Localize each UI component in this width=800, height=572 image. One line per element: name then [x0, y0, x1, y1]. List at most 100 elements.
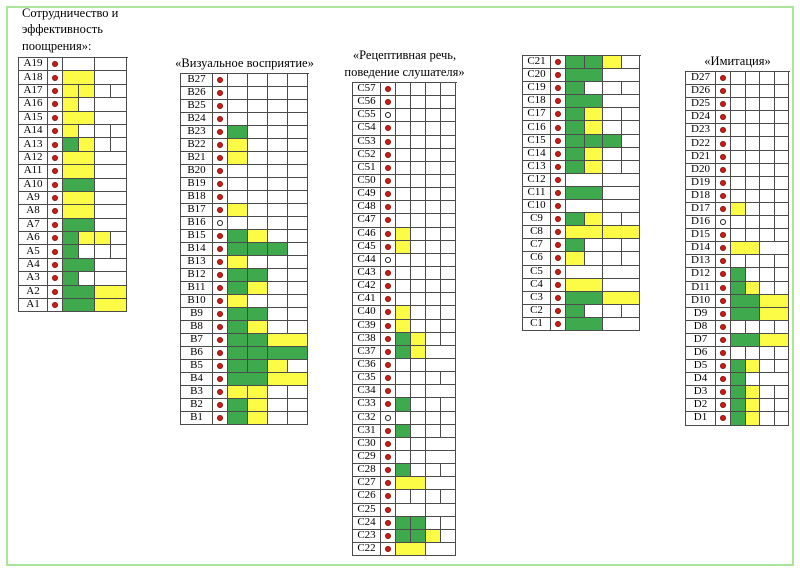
- score-cell: [248, 204, 268, 217]
- dot-cell: [213, 178, 228, 191]
- table-row-C16: C16: [523, 121, 641, 135]
- filled-dot-icon: [52, 74, 58, 81]
- hollow-dot-icon: [385, 256, 391, 263]
- row-label: D24: [686, 111, 716, 125]
- score-cell: [411, 188, 426, 202]
- score-cell: [774, 124, 789, 138]
- score-cell: [426, 280, 441, 294]
- score-cell: [288, 230, 308, 243]
- dot-cell: [551, 147, 566, 161]
- filled-dot-icon: [555, 150, 561, 157]
- score-cell: [228, 334, 248, 347]
- dot-cell: [381, 385, 396, 399]
- score-cell: [63, 111, 95, 125]
- row-label: C13: [523, 160, 551, 174]
- table-row-C35: C35: [353, 372, 457, 386]
- filled-dot-icon: [555, 98, 561, 105]
- score-cell: [228, 126, 248, 139]
- filled-dot-icon: [385, 178, 391, 185]
- dot-cell: [381, 122, 396, 136]
- row-label: C4: [523, 278, 551, 292]
- table-row-C45: C45: [353, 240, 457, 254]
- filled-dot-icon: [555, 294, 561, 301]
- dot-cell: [381, 174, 396, 189]
- row-label: A11: [19, 165, 48, 179]
- row-label: D22: [686, 137, 716, 151]
- dot-cell: [48, 151, 63, 166]
- score-cell: [396, 227, 411, 241]
- table-row-D7: D7: [686, 333, 790, 347]
- filled-dot-icon: [217, 129, 223, 135]
- score-cell: [426, 306, 441, 320]
- table-row-C12: C12: [523, 173, 641, 187]
- dot-cell: [716, 281, 731, 295]
- filled-dot-icon: [555, 242, 561, 249]
- table-row-D3: D3: [686, 386, 790, 400]
- table-row-C20: C20: [523, 69, 641, 83]
- dot-cell: [716, 98, 731, 112]
- score-cell: [268, 412, 288, 425]
- filled-dot-icon: [385, 309, 391, 316]
- score-cell: [426, 122, 441, 136]
- score-cell: [584, 239, 603, 253]
- score-cell: [760, 111, 775, 125]
- table-row-B12: B12: [181, 269, 309, 282]
- filled-dot-icon: [555, 176, 561, 183]
- table-row-C21: C21: [523, 56, 641, 70]
- row-label: C51: [353, 161, 381, 175]
- score-cell: [268, 334, 308, 347]
- filled-dot-icon: [385, 375, 391, 382]
- table-row-C28: C28: [353, 464, 457, 478]
- table-row-D15: D15: [686, 229, 790, 243]
- panel-C-lower: C21 C20 C19 C18 C17 C16 C15 C14 C13 C12 C11 C10 C9 C8…: [522, 55, 641, 331]
- row-label: B16: [181, 217, 213, 230]
- score-cell: [63, 191, 95, 206]
- score-cell: [745, 111, 760, 125]
- dot-cell: [381, 516, 396, 530]
- row-label: D9: [686, 307, 716, 321]
- filled-dot-icon: [217, 324, 223, 330]
- table-row-D27: D27: [686, 72, 790, 86]
- score-cell: [95, 111, 127, 125]
- score-cell: [79, 245, 95, 259]
- dot-cell: [381, 424, 396, 438]
- filled-dot-icon: [720, 101, 726, 108]
- dot-cell: [213, 386, 228, 399]
- score-cell: [63, 272, 79, 286]
- score-cell: [228, 243, 248, 256]
- score-cell: [248, 100, 268, 113]
- filled-dot-icon: [217, 402, 223, 408]
- score-cell: [396, 503, 426, 517]
- table-row-D24: D24: [686, 111, 790, 125]
- row-label: C38: [353, 332, 381, 346]
- table-row-C36: C36: [353, 358, 457, 373]
- score-cell: [411, 214, 426, 228]
- dot-cell: [381, 345, 396, 359]
- score-cell: [228, 295, 248, 308]
- score-cell: [248, 230, 268, 243]
- score-cell: [621, 56, 640, 70]
- row-label: A6: [19, 232, 48, 246]
- row-label: A12: [19, 151, 48, 166]
- score-cell: [745, 229, 760, 243]
- filled-dot-icon: [720, 258, 726, 265]
- score-cell: [396, 319, 411, 333]
- filled-dot-icon: [720, 192, 726, 199]
- score-cell: [731, 360, 746, 374]
- row-label: D17: [686, 202, 716, 217]
- table-row-A1: A1: [19, 299, 128, 313]
- score-cell: [566, 147, 585, 161]
- score-cell: [603, 69, 640, 83]
- row-label: C57: [353, 83, 381, 97]
- score-cell: [288, 269, 308, 282]
- dot-cell: [551, 134, 566, 148]
- score-cell: [411, 253, 426, 267]
- score-cell: [774, 255, 789, 269]
- filled-dot-icon: [217, 298, 223, 304]
- score-cell: [268, 178, 288, 191]
- filled-dot-icon: [217, 337, 223, 343]
- filled-dot-icon: [385, 454, 391, 460]
- score-table-C-upper: C57 C56 C55 C54 C53 C52 C51 C50 C49 C48 C47 C46 C45 C…: [352, 82, 457, 557]
- score-cell: [566, 173, 603, 187]
